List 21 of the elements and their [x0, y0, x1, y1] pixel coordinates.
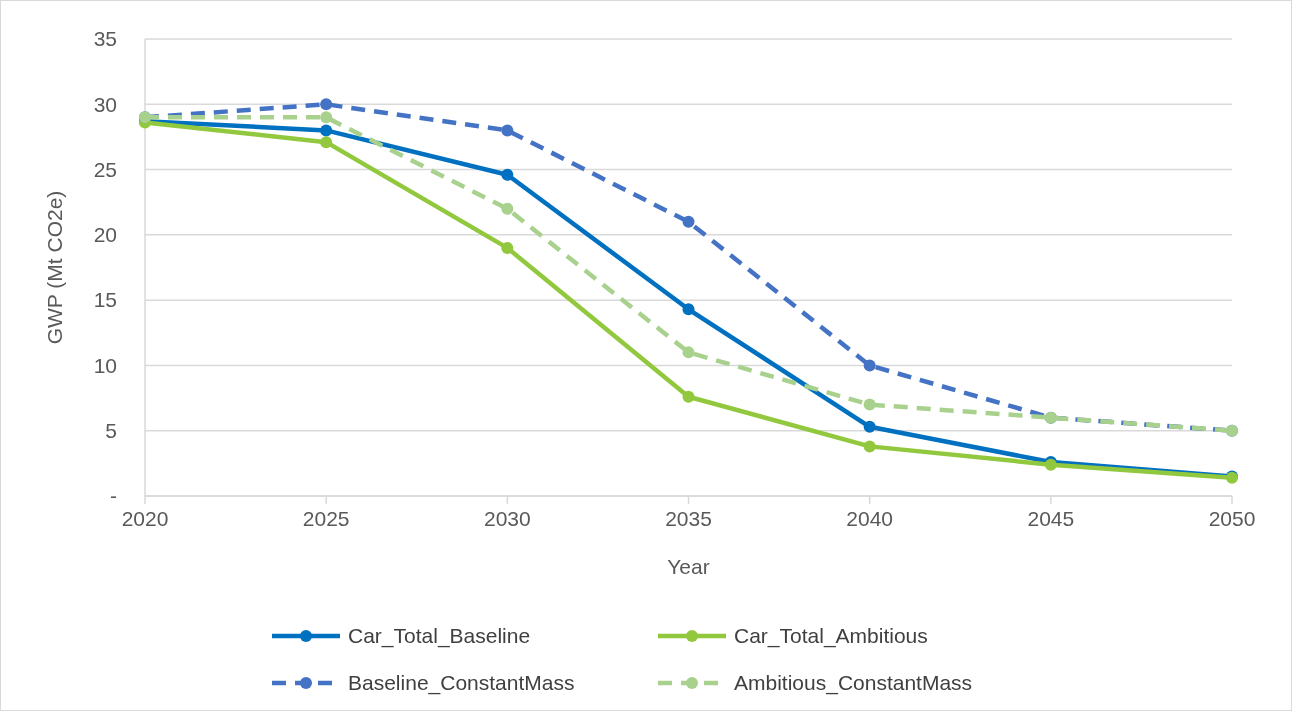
y-axis-title: GWP (Mt CO2e) — [43, 190, 66, 345]
y-tick-label: 35 — [93, 27, 117, 51]
y-tick-label: 15 — [93, 288, 117, 312]
x-tick-label: 2045 — [1027, 507, 1075, 530]
x-tick-label: 2025 — [302, 507, 350, 530]
legend-label: Ambitious_ConstantMass — [734, 671, 973, 696]
legend-label: Car_Total_Baseline — [348, 624, 531, 649]
y-tick-label: 5 — [105, 419, 117, 443]
x-tick-label: 2050 — [1208, 507, 1256, 530]
x-tick-label: 2035 — [665, 507, 712, 530]
y-tick-label: 10 — [93, 353, 117, 377]
y-tick-label: 20 — [93, 223, 117, 247]
legend-label: Car_Total_Ambitious — [734, 624, 928, 649]
x-axis-title: Year — [667, 555, 710, 578]
y-tick-label: 30 — [93, 92, 117, 116]
y-tick-label: 25 — [93, 157, 117, 181]
legend-label: Baseline_ConstantMass — [348, 671, 575, 696]
x-tick-label: 2020 — [121, 507, 169, 530]
y-tick-label: - — [110, 484, 117, 508]
x-tick-label: 2030 — [483, 507, 531, 530]
x-tick-label: 2040 — [846, 507, 894, 530]
